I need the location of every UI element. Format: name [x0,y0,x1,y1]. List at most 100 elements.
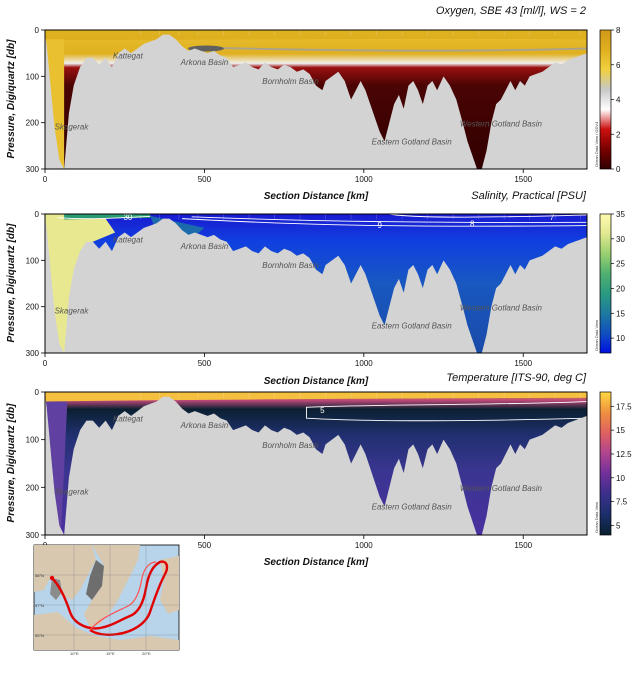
salinity-contour-label: 30 [123,213,132,222]
odv-watermark: Ocean Data View / ODV4 [594,121,599,167]
salinity-frame [44,213,588,354]
x-tick-label: 1000 [355,359,373,368]
salinity-bathymetry [45,218,587,353]
oxygen-ylabel: Pressure, Digiquartz [db] [6,39,17,159]
x-tick-label: 1500 [514,541,532,550]
x-tick-label: 1000 [355,541,373,550]
y-tick-label: 200 [26,119,40,128]
basin-label: Bornholm Basin [262,261,319,270]
colorbar-tick-label: 4 [616,96,621,105]
colorbar-tick-label: 15 [616,426,625,435]
track-start-marker [49,575,55,581]
basin-label: Eastern Gotland Basin [372,321,453,330]
colorbar-tick-label: 0 [616,165,621,174]
x-tick-label: 500 [198,541,212,550]
oxygen-xlabel: Section Distance [km] [264,191,369,202]
temperature-ylabel: Pressure, Digiquartz [db] [6,403,17,523]
colorbar-tick-label: 35 [616,210,625,219]
colorbar-tick-label: 8 [616,26,621,35]
colorbar-tick-label: 7.5 [616,498,628,507]
map-lat-label: 57°N [35,603,44,608]
y-tick-label: 100 [26,436,40,445]
colorbar-tick-label: 17.5 [616,402,632,411]
x-tick-label: 500 [198,359,212,368]
y-tick-label: 0 [35,210,40,219]
map-lon-label: 10°E [70,651,79,656]
y-tick-label: 200 [26,303,40,312]
map-grey-region [50,578,62,600]
colorbar-tick-label: 12.5 [616,450,632,459]
y-tick-label: 0 [35,388,40,397]
colorbar [599,391,612,536]
x-tick-label: 0 [43,359,48,368]
temperature-xlabel: Section Distance [km] [264,557,369,568]
basin-label: Skagerak [55,307,90,316]
salinity-contour [182,218,588,227]
y-tick-label: 100 [26,256,40,265]
basin-label: Western Gotland Basin [460,119,543,128]
y-tick-label: 300 [26,531,40,540]
colorbar-tick-label: 10 [616,474,625,483]
oxygen-frame [44,29,588,170]
basin-label: Bornholm Basin [262,441,319,450]
salinity-contour [57,215,151,220]
temperature-warm-surface [45,392,587,402]
salinity-contour-label: 8 [470,219,475,228]
basin-label: Skagerak [55,487,90,496]
salinity-panel: Salinity, Practical [PSU] 30 9 8 7 Skagerak… [6,190,625,387]
temperature-contour-label: 5 [320,406,325,415]
map-grey-region-2 [86,560,104,600]
y-tick-label: 200 [26,483,40,492]
map-land-south-coast [34,612,179,650]
salinity-title: Salinity, Practical [PSU] [471,190,587,202]
x-tick-label: 1000 [355,175,373,184]
salinity-contour-label: 7 [550,213,555,222]
map-land-norway-denmark [34,545,96,600]
cruise-track [51,560,169,636]
basin-label: Eastern Gotland Basin [372,503,453,512]
colorbar-tick-label: 2 [616,130,621,139]
temperature-frame [44,391,588,536]
map-land-baltic-states [160,556,179,614]
cruise-track-return [89,561,157,631]
basin-label: Arkona Basin [180,242,229,251]
basin-label: Arkona Basin [180,421,229,430]
temperature-title: Temperature [ITS-90, deg C] [446,372,587,384]
odv-watermark: Ocean Data View [594,502,599,533]
colorbar-tick-label: 25 [616,260,625,269]
salinity-contour-label: 9 [378,221,383,230]
basin-label: Western Gotland Basin [460,303,543,312]
basin-label: Bornholm Basin [262,77,319,86]
temperature-bathymetry [45,396,587,535]
basin-label: Western Gotland Basin [460,484,543,493]
salinity-ylabel: Pressure, Digiquartz [db] [6,223,17,343]
map-lon-label: 20°E [142,651,151,656]
x-tick-label: 0 [43,175,48,184]
station-map: 58°N 57°N 55°N 10°E 15°E 20°E [33,544,180,656]
x-tick-label: 500 [198,175,212,184]
oxygen-halocline [204,46,588,52]
oxygen-surface-layer [45,30,587,41]
oxygen-title: Oxygen, SBE 43 [ml/l], WS = 2 [436,5,586,17]
colorbar-tick-label: 10 [616,334,625,343]
y-tick-label: 100 [26,72,40,81]
colorbar [599,29,612,170]
colorbar [599,213,612,354]
basin-label: Arkona Basin [180,58,229,67]
basin-label: Skagerak [55,123,90,132]
oxygen-panel: Oxygen, SBE 43 [ml/l], WS = 2 Skagerak Ka… [6,5,621,202]
map-lat-label: 55°N [35,633,44,638]
colorbar-tick-label: 20 [616,284,625,293]
colorbar-tick-label: 6 [616,61,621,70]
colorbar-tick-label: 15 [616,309,625,318]
x-tick-label: 1500 [514,175,532,184]
basin-label: Eastern Gotland Basin [372,137,453,146]
basin-label: Kattegat [113,415,144,424]
temperature-panel: Temperature [ITS-90, deg C] 5 Skagerak Ka… [6,372,632,568]
basin-label: Kattegat [113,52,144,61]
y-tick-label: 0 [35,26,40,35]
colorbar-tick-label: 5 [616,521,621,530]
y-tick-label: 300 [26,165,40,174]
colorbar-tick-label: 30 [616,235,625,244]
